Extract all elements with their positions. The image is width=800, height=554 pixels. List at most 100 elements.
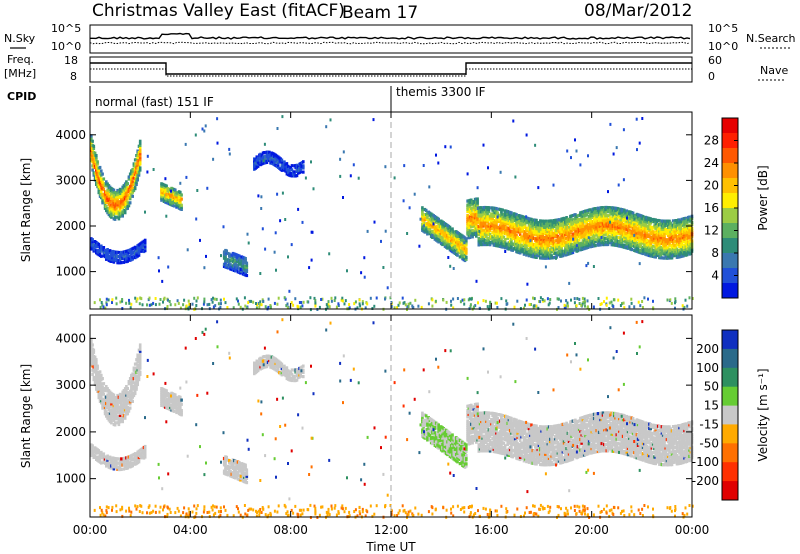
power-cell [431,298,434,302]
power-cell [138,166,142,170]
power-cell [148,296,151,300]
power-cell [557,248,561,253]
power-cell [245,273,249,278]
power-cell [674,297,677,301]
power-cell [486,206,489,210]
power-cell [115,207,118,211]
power-cell [576,238,580,243]
power-cell [609,220,611,224]
power-cell [466,172,469,176]
power-cell [495,301,498,305]
power-cell [559,240,562,244]
power-cell [409,301,412,305]
power-cell [120,213,123,217]
power-cell [604,240,607,244]
power-cell [608,301,611,305]
power-cell [259,160,262,165]
power-cell [488,214,492,218]
velocity-cell [126,412,129,416]
power-cell [475,224,478,228]
power-cell [216,117,219,121]
velocity-cell [102,452,106,456]
power-cell [116,188,119,193]
power-cell [566,230,570,234]
power-cell [477,243,481,247]
velocity-cell [136,359,139,363]
power-cell [679,240,683,244]
power-cell [571,214,575,218]
power-cell [349,174,352,178]
power-cell [337,302,340,306]
power-cell [135,180,138,184]
power-cell [486,224,489,228]
power-cell [179,201,182,205]
power-cell [329,118,332,122]
velocity-cell [122,389,126,393]
power-cell [645,240,649,244]
power-cell [624,225,627,229]
power-cell [615,217,619,221]
power-cell [177,301,180,305]
power-cell [468,235,472,239]
power-cell [625,232,629,236]
power-cell [539,300,542,304]
power-cell [498,230,502,234]
power-cell [312,187,315,191]
power-cell [417,304,420,308]
power-cell [154,297,157,300]
date-label: 08/Mar/2012 [584,1,692,21]
power-cell [532,232,536,236]
velocity-cell [122,393,126,397]
power-cell [579,211,582,215]
power-cell [653,236,656,240]
power-cell [483,238,487,242]
power-cell [466,215,469,220]
power-cell [532,296,534,300]
power-cell [224,253,227,257]
power-cell [264,158,267,163]
power-cell [526,282,529,286]
power-cell [257,194,260,198]
power-cell [660,256,664,260]
power-cell [616,213,620,217]
power-cell [584,226,587,230]
power-cell [524,303,526,307]
velocity-cell [103,389,107,393]
power-cell [269,155,272,159]
power-cell [467,227,471,232]
power-cell [609,122,612,126]
power-cell [542,221,546,225]
velocity-cell [120,400,123,404]
power-cell [630,219,634,223]
power-cell [691,297,694,300]
power-cell [105,303,108,307]
power-cell [276,127,279,130]
velocity-cell [133,391,137,396]
power-cell [437,219,440,223]
power-cell [585,213,588,217]
power-cell [369,296,372,300]
power-cell [428,227,432,232]
power-cell [203,300,206,304]
power-cell [473,214,477,218]
power-cell [136,176,139,180]
power-cell [491,208,494,212]
power-cell [541,248,545,252]
power-cell [185,304,188,308]
power-cell [640,218,644,222]
power-cell [606,210,610,214]
power-cell [532,304,535,308]
power-cell [107,298,110,302]
power-cell [633,217,636,221]
power-cell [630,248,634,252]
power-cell [314,299,317,302]
power-cell [658,249,661,254]
power-cell [138,147,142,152]
power-cell [386,286,389,290]
power-cell [481,230,484,234]
power-cell [213,297,216,301]
velocity-cell [138,372,142,376]
power-cell [603,300,605,304]
power-cell [500,232,503,236]
power-cell [544,246,547,250]
